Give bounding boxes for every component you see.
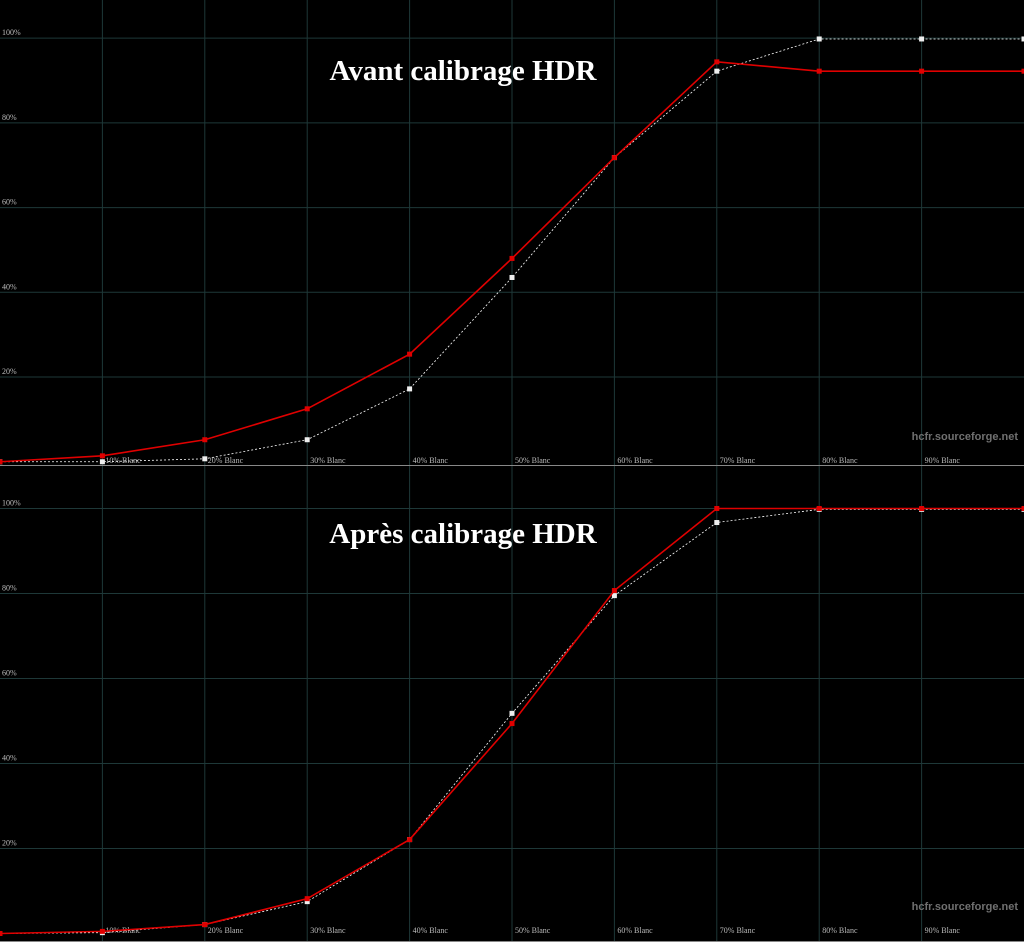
point-marker	[1021, 506, 1024, 511]
chart-title: Après calibrage HDR	[329, 518, 597, 550]
point-marker	[509, 710, 515, 716]
x-tick-label: 20% Blanc	[208, 456, 244, 465]
point-marker	[202, 456, 208, 462]
point-marker	[407, 837, 413, 843]
point-marker	[509, 721, 515, 727]
point-marker	[919, 68, 925, 74]
x-tick-label: 40% Blanc	[413, 456, 449, 465]
y-tick-label: 80%	[2, 584, 17, 593]
point-marker	[919, 506, 925, 511]
x-tick-label: 50% Blanc	[515, 926, 551, 935]
point-marker	[99, 928, 105, 934]
x-tick-label: 60% Blanc	[617, 456, 653, 465]
point-marker	[816, 506, 822, 511]
x-tick-label: 30% Blanc	[310, 456, 346, 465]
y-tick-label: 40%	[2, 282, 17, 291]
watermark: hcfr.sourceforge.net	[912, 431, 1019, 443]
point-marker	[407, 351, 413, 357]
y-tick-label: 20%	[2, 839, 17, 848]
x-tick-label: 70% Blanc	[720, 926, 756, 935]
watermark: hcfr.sourceforge.net	[912, 901, 1019, 913]
point-marker	[919, 36, 925, 42]
y-tick-label: 100%	[2, 28, 21, 37]
point-marker	[1021, 36, 1024, 42]
point-marker	[304, 899, 310, 905]
point-marker	[304, 406, 310, 412]
x-tick-label: 60% Blanc	[617, 926, 653, 935]
point-marker	[611, 155, 617, 161]
point-marker	[611, 588, 617, 594]
point-marker	[816, 68, 822, 74]
point-marker	[816, 36, 822, 42]
point-marker	[714, 59, 720, 65]
point-marker	[611, 593, 617, 599]
point-marker	[202, 437, 208, 443]
x-tick-label: 30% Blanc	[310, 926, 346, 935]
y-tick-label: 80%	[2, 113, 17, 122]
point-marker	[714, 506, 720, 511]
y-tick-label: 60%	[2, 669, 17, 678]
point-marker	[304, 896, 310, 902]
point-marker	[509, 274, 515, 280]
point-marker	[99, 453, 105, 459]
point-marker	[0, 931, 3, 936]
x-tick-label: 10% Blanc	[105, 456, 141, 465]
point-marker	[304, 437, 310, 443]
point-marker	[1021, 68, 1024, 74]
x-tick-label: 50% Blanc	[515, 456, 551, 465]
x-tick-label: 40% Blanc	[413, 926, 449, 935]
point-marker	[714, 520, 720, 526]
x-tick-label: 70% Blanc	[720, 456, 756, 465]
point-marker	[99, 459, 105, 465]
point-marker	[509, 255, 515, 261]
y-tick-label: 60%	[2, 198, 17, 207]
point-marker	[407, 386, 413, 392]
y-tick-label: 100%	[2, 499, 21, 508]
x-tick-label: 80% Blanc	[822, 926, 858, 935]
point-marker	[0, 459, 3, 465]
chart-panel: 20% 40% 60% 80% 100% 10% Blanc 20% Blanc 30% Bl…	[0, 0, 1024, 466]
x-tick-label: 90% Blanc	[925, 456, 961, 465]
y-tick-label: 20%	[2, 367, 17, 376]
x-tick-label: 80% Blanc	[822, 456, 858, 465]
x-tick-label: 90% Blanc	[925, 926, 961, 935]
x-tick-label: 20% Blanc	[208, 926, 244, 935]
point-marker	[714, 68, 720, 74]
chart-title: Avant calibrage HDR	[330, 55, 598, 87]
point-marker	[202, 922, 208, 928]
chart-panel: 20%40%60%80%100%10% Blanc 20% Blanc 30% Bl…	[0, 466, 1024, 942]
y-tick-label: 40%	[2, 754, 17, 763]
